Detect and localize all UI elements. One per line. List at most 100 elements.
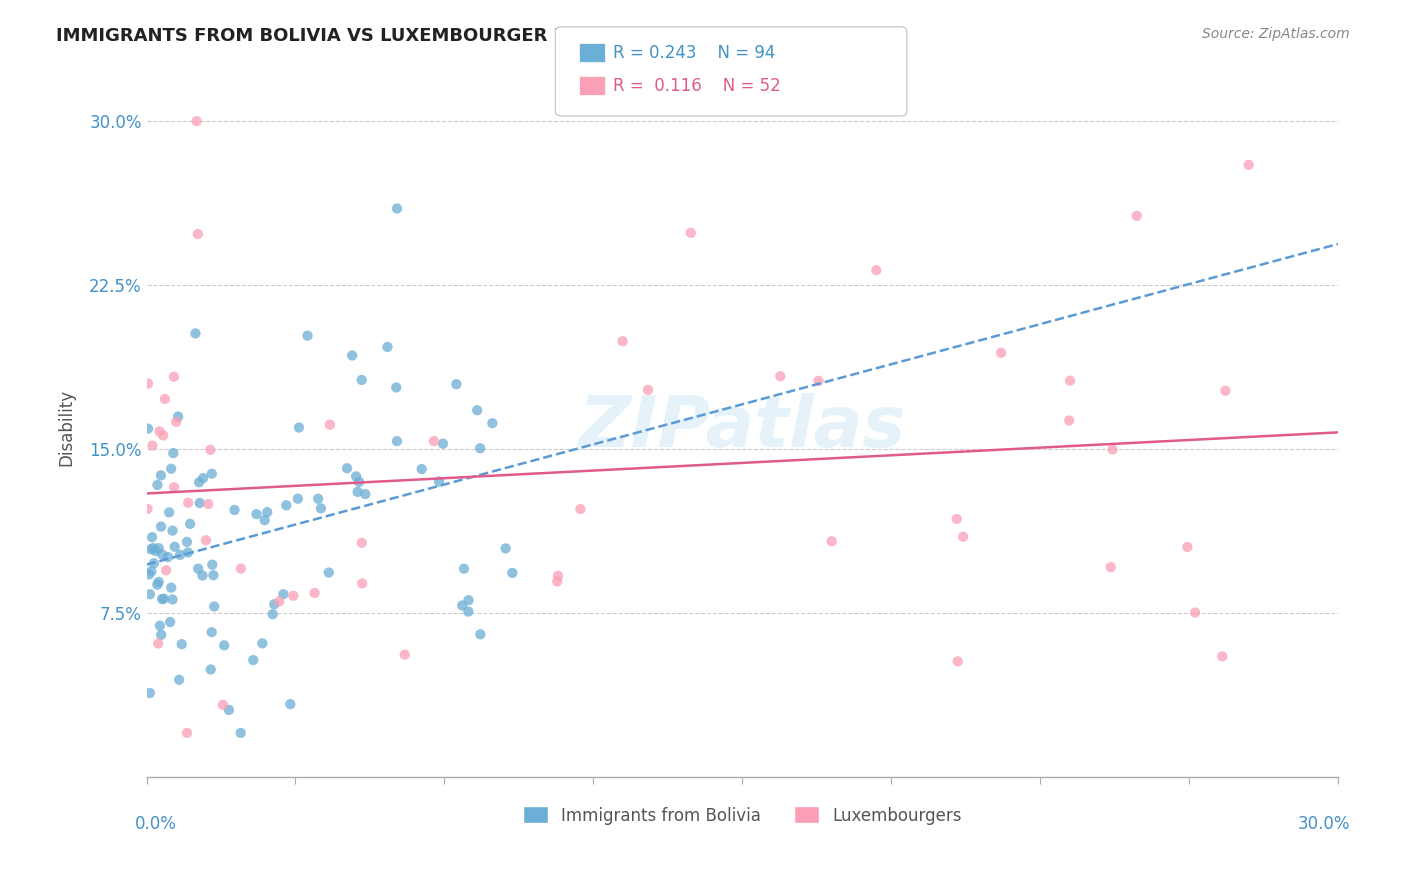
Point <box>252 636 274 650</box>
Point <box>145 544 167 558</box>
Point <box>304 586 326 600</box>
Point <box>1237 158 1260 172</box>
Point <box>276 498 298 512</box>
Point <box>201 558 224 572</box>
Point <box>637 383 659 397</box>
Point <box>170 637 193 651</box>
Point <box>201 467 224 481</box>
Point <box>152 428 174 442</box>
Point <box>138 567 160 582</box>
Point <box>451 599 474 613</box>
Point <box>139 587 162 601</box>
Point <box>319 417 342 432</box>
Point <box>141 439 163 453</box>
Point <box>352 576 374 591</box>
Point <box>340 349 363 363</box>
Point <box>1211 649 1233 664</box>
Point <box>346 484 368 499</box>
Point <box>149 618 172 632</box>
Point <box>769 369 792 384</box>
Point <box>149 468 172 483</box>
Point <box>187 227 209 241</box>
Point <box>224 503 246 517</box>
Point <box>263 597 285 611</box>
Point <box>156 549 179 564</box>
Point <box>179 516 201 531</box>
Point <box>212 638 235 652</box>
Point <box>218 703 240 717</box>
Point <box>354 487 377 501</box>
Point <box>297 328 319 343</box>
Point <box>1184 606 1206 620</box>
Point <box>423 434 446 448</box>
Point <box>457 593 479 607</box>
Point <box>141 530 163 544</box>
Point <box>470 627 492 641</box>
Point <box>177 496 200 510</box>
Point <box>288 420 311 434</box>
Point <box>150 628 173 642</box>
Point <box>160 581 183 595</box>
Point <box>468 442 491 456</box>
Text: Source: ZipAtlas.com: Source: ZipAtlas.com <box>1202 27 1350 41</box>
Point <box>169 548 191 562</box>
Point <box>191 471 214 485</box>
Point <box>1057 413 1080 427</box>
Point <box>385 380 408 394</box>
Point <box>146 577 169 591</box>
Point <box>160 461 183 475</box>
Point <box>1059 374 1081 388</box>
Point <box>262 607 284 622</box>
Text: 30.0%: 30.0% <box>1298 815 1350 833</box>
Point <box>547 569 569 583</box>
Point <box>350 536 373 550</box>
Point <box>307 491 329 506</box>
Text: 0.0%: 0.0% <box>135 815 177 833</box>
Point <box>148 541 170 556</box>
Y-axis label: Disability: Disability <box>58 389 75 466</box>
Point <box>245 507 267 521</box>
Point <box>569 502 592 516</box>
Point <box>945 512 967 526</box>
Point <box>465 403 488 417</box>
Text: IMMIGRANTS FROM BOLIVIA VS LUXEMBOURGER DISABILITY CORRELATION CHART: IMMIGRANTS FROM BOLIVIA VS LUXEMBOURGER … <box>56 27 887 45</box>
Point <box>446 377 468 392</box>
Point <box>1099 560 1122 574</box>
Point <box>150 592 173 607</box>
Point <box>1126 209 1149 223</box>
Point <box>148 425 170 439</box>
Point <box>427 475 450 489</box>
Point <box>229 561 252 575</box>
Point <box>229 726 252 740</box>
Point <box>163 480 186 494</box>
Point <box>1175 540 1198 554</box>
Point <box>1215 384 1237 398</box>
Point <box>385 434 408 449</box>
Point <box>152 591 174 606</box>
Point <box>253 513 276 527</box>
Point <box>679 226 702 240</box>
Point <box>159 615 181 629</box>
Point <box>167 409 190 424</box>
Point <box>865 263 887 277</box>
Point <box>394 648 416 662</box>
Point <box>411 462 433 476</box>
Point <box>184 326 207 341</box>
Point <box>152 548 174 562</box>
Point <box>165 415 187 429</box>
Point <box>139 542 162 557</box>
Point <box>202 568 225 582</box>
Point <box>177 545 200 559</box>
Point <box>200 663 222 677</box>
Point <box>347 475 370 489</box>
Point <box>201 625 224 640</box>
Point <box>946 654 969 668</box>
Point <box>146 636 169 650</box>
Point <box>188 475 211 490</box>
Point <box>453 562 475 576</box>
Point <box>142 541 165 556</box>
Point <box>278 697 301 711</box>
Point <box>153 392 176 406</box>
Point <box>309 501 332 516</box>
Point <box>377 340 399 354</box>
